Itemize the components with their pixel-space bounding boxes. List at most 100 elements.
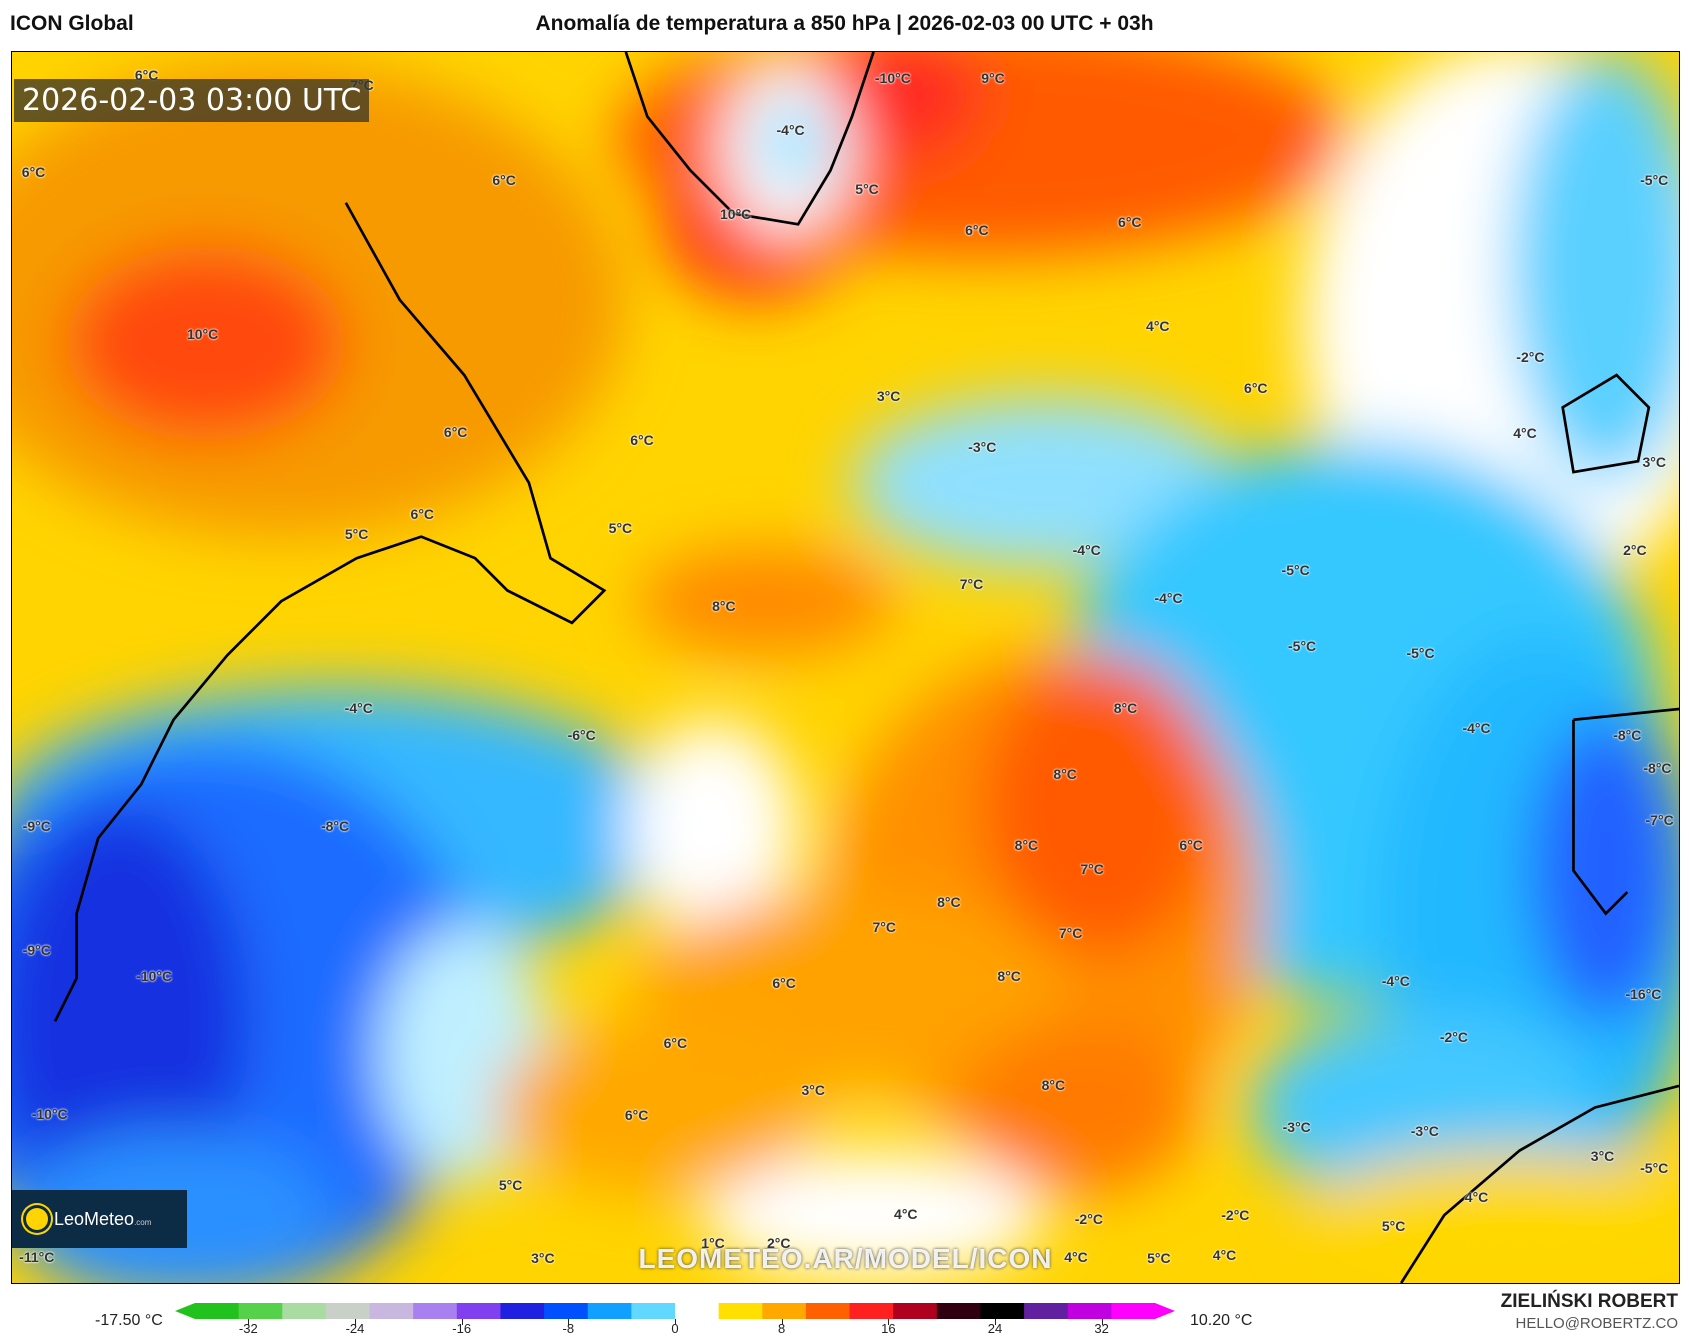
temperature-label: 3°C [1642, 454, 1666, 471]
temperature-label: 6°C [965, 221, 989, 238]
colorbar-segment [1024, 1303, 1069, 1319]
temperature-label: 6°C [443, 424, 468, 441]
temperature-label: -3°C [1410, 1123, 1439, 1140]
temperature-label: 6°C [630, 431, 654, 448]
tick-label: 24 [987, 1321, 1003, 1336]
tick-label: 16 [881, 1321, 896, 1336]
tick-mark [995, 1319, 996, 1325]
colorbar-segment [500, 1303, 545, 1319]
colorbar-segment [325, 1303, 371, 1319]
colorbar-segment [369, 1303, 414, 1319]
colorbar-segment [849, 1303, 894, 1319]
temperature-label: 10°C [186, 326, 219, 343]
colorbar-segment [718, 1303, 763, 1319]
temperature-label: 8°C [712, 597, 736, 614]
temperature-label: 8°C [1113, 699, 1138, 716]
temperature-label: -5°C [1288, 638, 1317, 655]
temperature-anomaly-map[interactable]: 6°C 7°C -10°C 9°C -4°C 6°C 6°C 5°C -5°C 10°C 6°C 6°… [11, 51, 1680, 1284]
temperature-label: 7°C [1080, 861, 1104, 878]
temperature-label: 3°C [531, 1250, 555, 1267]
colorbar-segment [195, 1303, 240, 1319]
temperature-label: 6°C [410, 506, 435, 523]
temperature-label: 7°C [959, 576, 984, 593]
colorbar-segment [456, 1303, 501, 1319]
temperature-label: -3°C [1282, 1118, 1311, 1135]
temperature-label: 8°C [937, 893, 961, 910]
temperature-label: 7°C [872, 918, 897, 935]
temperature-label: 6°C [1244, 380, 1268, 397]
temperature-label: -8°C [320, 818, 350, 835]
colorbar-segment [544, 1303, 589, 1319]
colorbar-segment [587, 1303, 632, 1319]
temperature-label: 3°C [1590, 1147, 1615, 1164]
temperature-label: 6°C [624, 1106, 649, 1123]
temperature-label: 8°C [1014, 836, 1039, 853]
temperature-label: -4°C [1154, 590, 1183, 607]
temperature-label: 6°C [1179, 836, 1203, 853]
colorbar-segment [893, 1303, 938, 1319]
leometeo-logo: LeoMeteo.com [12, 1190, 187, 1248]
temperature-label: -5°C [1281, 562, 1310, 579]
colorbar [175, 1303, 1175, 1319]
colorbar-segment [936, 1303, 981, 1319]
temperature-label: 6°C [772, 974, 796, 991]
tick-mark [888, 1319, 890, 1325]
temperature-label: -10°C [874, 69, 911, 86]
temperature-label: -8°C [1643, 760, 1672, 777]
temperature-label: -7°C [1645, 811, 1674, 828]
temperature-label: -4°C [1381, 973, 1410, 990]
temperature-label: -6°C [567, 726, 596, 743]
temperature-label: 5°C [498, 1176, 523, 1193]
tick-mark [355, 1319, 356, 1325]
max-value-label: 10.20 °C [1190, 1312, 1253, 1329]
model-name: ICON Global [10, 12, 134, 35]
temperature-label: -4°C [344, 699, 373, 716]
tick-mark [248, 1319, 250, 1325]
temperature-label: -3°C [968, 439, 997, 456]
temperature-label: 8°C [1053, 765, 1077, 782]
colorbar-segment [980, 1303, 1025, 1319]
tick-label: 8 [778, 1321, 786, 1336]
temperature-label: 8°C [997, 968, 1021, 985]
temperature-label: -9°C [22, 818, 51, 835]
temperature-label: 2°C [1623, 541, 1647, 558]
temperature-label: -10°C [31, 1105, 68, 1122]
temperature-label: 2°C [766, 1235, 791, 1252]
tick-label: -16 [452, 1321, 472, 1336]
temperature-label: -5°C [1406, 644, 1435, 661]
colorbar-segment [675, 1303, 720, 1319]
colorbar-segment [1067, 1303, 1112, 1319]
colorbar-segment [762, 1303, 807, 1319]
colorbar-segment [805, 1303, 851, 1319]
tick-mark [1101, 1319, 1103, 1325]
tick-label: 0 [671, 1321, 679, 1336]
colorbar-segment [413, 1303, 458, 1319]
temperature-label: 6°C [134, 66, 159, 83]
temperature-label: 5°C [1147, 1250, 1171, 1267]
tick-label: -24 [345, 1321, 365, 1336]
temperature-label: 4°C [894, 1206, 918, 1223]
temperature-label: 10°C [720, 205, 752, 222]
valid-time-badge: 2026-02-03 03:00 UTC [14, 79, 370, 122]
temperature-label: 3°C [876, 387, 901, 404]
tick-mark [675, 1319, 676, 1325]
temperature-label: -2°C [1074, 1211, 1103, 1228]
tick-label: -8 [562, 1321, 575, 1336]
map-title: Anomalía de temperatura a 850 hPa | 2026… [535, 12, 1154, 35]
temperature-label: 4°C [1513, 425, 1537, 442]
temperature-label: -2°C [1516, 348, 1545, 365]
temperature-label: 4°C [1212, 1246, 1237, 1263]
temperature-label: -5°C [1640, 172, 1669, 189]
temperature-label: -5°C [1640, 1159, 1669, 1176]
tick-label: -32 [238, 1321, 258, 1336]
temperature-label: 5°C [344, 526, 369, 543]
logo-text: LeoMeteo.com [54, 1208, 152, 1229]
temperature-label: 4°C [1064, 1249, 1088, 1266]
temperature-label: 6°C [1118, 214, 1142, 231]
temperature-label: 3°C [801, 1082, 825, 1099]
colorbar-segment [1111, 1303, 1156, 1319]
temperature-label: 1°C [701, 1235, 725, 1252]
temperature-label: -11°C [19, 1249, 55, 1266]
temperature-label: 9°C [981, 69, 1005, 86]
colorbar-segment [282, 1303, 327, 1319]
